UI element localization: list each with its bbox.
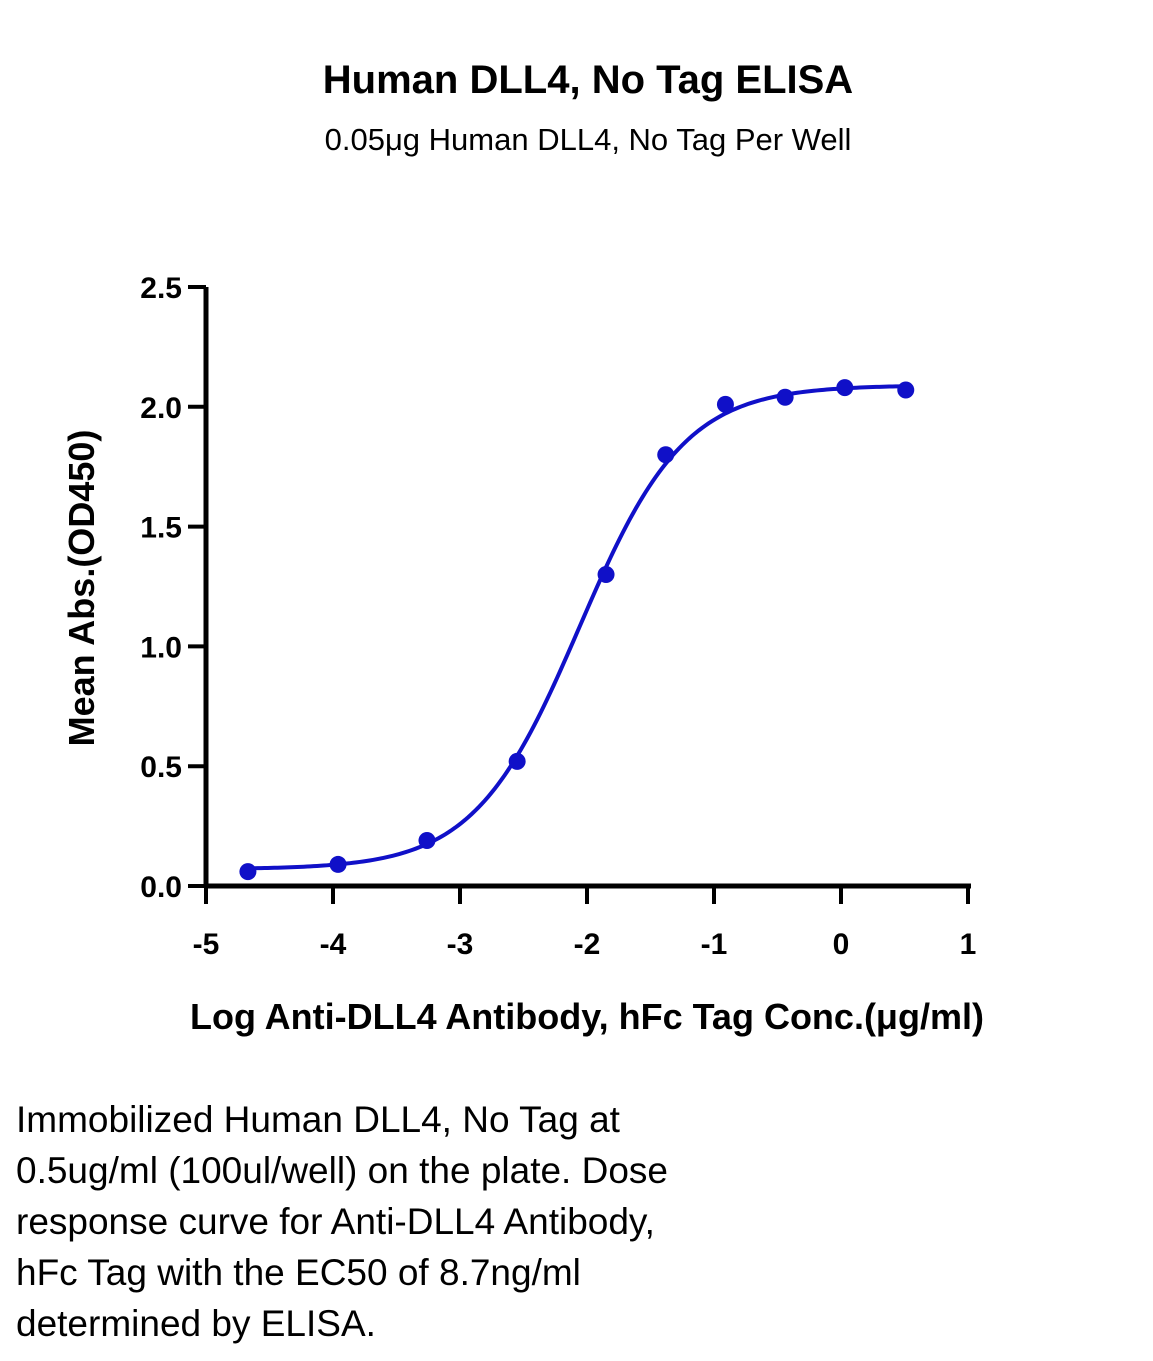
caption-line: Immobilized Human DLL4, No Tag at — [16, 1099, 620, 1140]
x-ticks: -5 -4 -3 -2 -1 0 1 — [193, 886, 977, 961]
data-point — [657, 446, 675, 464]
fit-curve-line — [247, 384, 906, 871]
x-axis-label: Log Anti-DLL4 Antibody, hFc Tag Conc.(μg… — [190, 996, 984, 1037]
x-tick-label: 0 — [833, 928, 850, 961]
chart-title: Human DLL4, No Tag ELISA — [323, 58, 853, 102]
chart-caption: Immobilized Human DLL4, No Tag at 0.5ug/… — [16, 1094, 1136, 1349]
x-tick-label: -5 — [193, 928, 220, 961]
y-tick-label: 0.5 — [140, 751, 182, 784]
data-point — [418, 831, 436, 849]
caption-line: hFc Tag with the EC50 of 8.7ng/ml — [16, 1252, 581, 1293]
data-point — [716, 395, 734, 413]
y-tick-label: 2.5 — [140, 272, 182, 305]
y-tick-label: 0.0 — [140, 871, 182, 904]
x-tick-label: -1 — [701, 928, 728, 961]
data-point — [508, 752, 526, 770]
caption-line: response curve for Anti-DLL4 Antibody, — [16, 1201, 655, 1242]
caption-line: determined by ELISA. — [16, 1303, 376, 1344]
y-ticks: 0.0 0.5 1.0 1.5 2.0 2.5 — [140, 272, 206, 904]
chart-subtitle: 0.05μg Human DLL4, No Tag Per Well — [325, 122, 852, 157]
data-point — [329, 855, 347, 873]
x-tick-label: -4 — [320, 928, 347, 961]
data-points — [239, 379, 915, 881]
data-point — [897, 381, 915, 399]
data-point — [776, 388, 794, 406]
x-tick-label: -3 — [447, 928, 474, 961]
chart-axes — [203, 287, 971, 889]
caption-line: 0.5ug/ml (100ul/well) on the plate. Dose — [16, 1150, 668, 1191]
data-point — [836, 379, 854, 397]
y-tick-label: 2.0 — [140, 392, 182, 425]
y-tick-label: 1.5 — [140, 512, 182, 545]
elisa-chart: Human DLL4, No Tag ELISA 0.05μg Human DL… — [61, 58, 984, 1037]
x-tick-label: -2 — [574, 928, 601, 961]
data-point — [239, 863, 257, 881]
y-axis-label: Mean Abs.(OD450) — [61, 430, 102, 747]
x-tick-label: 1 — [960, 928, 977, 961]
data-point — [597, 566, 615, 584]
y-tick-label: 1.0 — [140, 631, 182, 664]
